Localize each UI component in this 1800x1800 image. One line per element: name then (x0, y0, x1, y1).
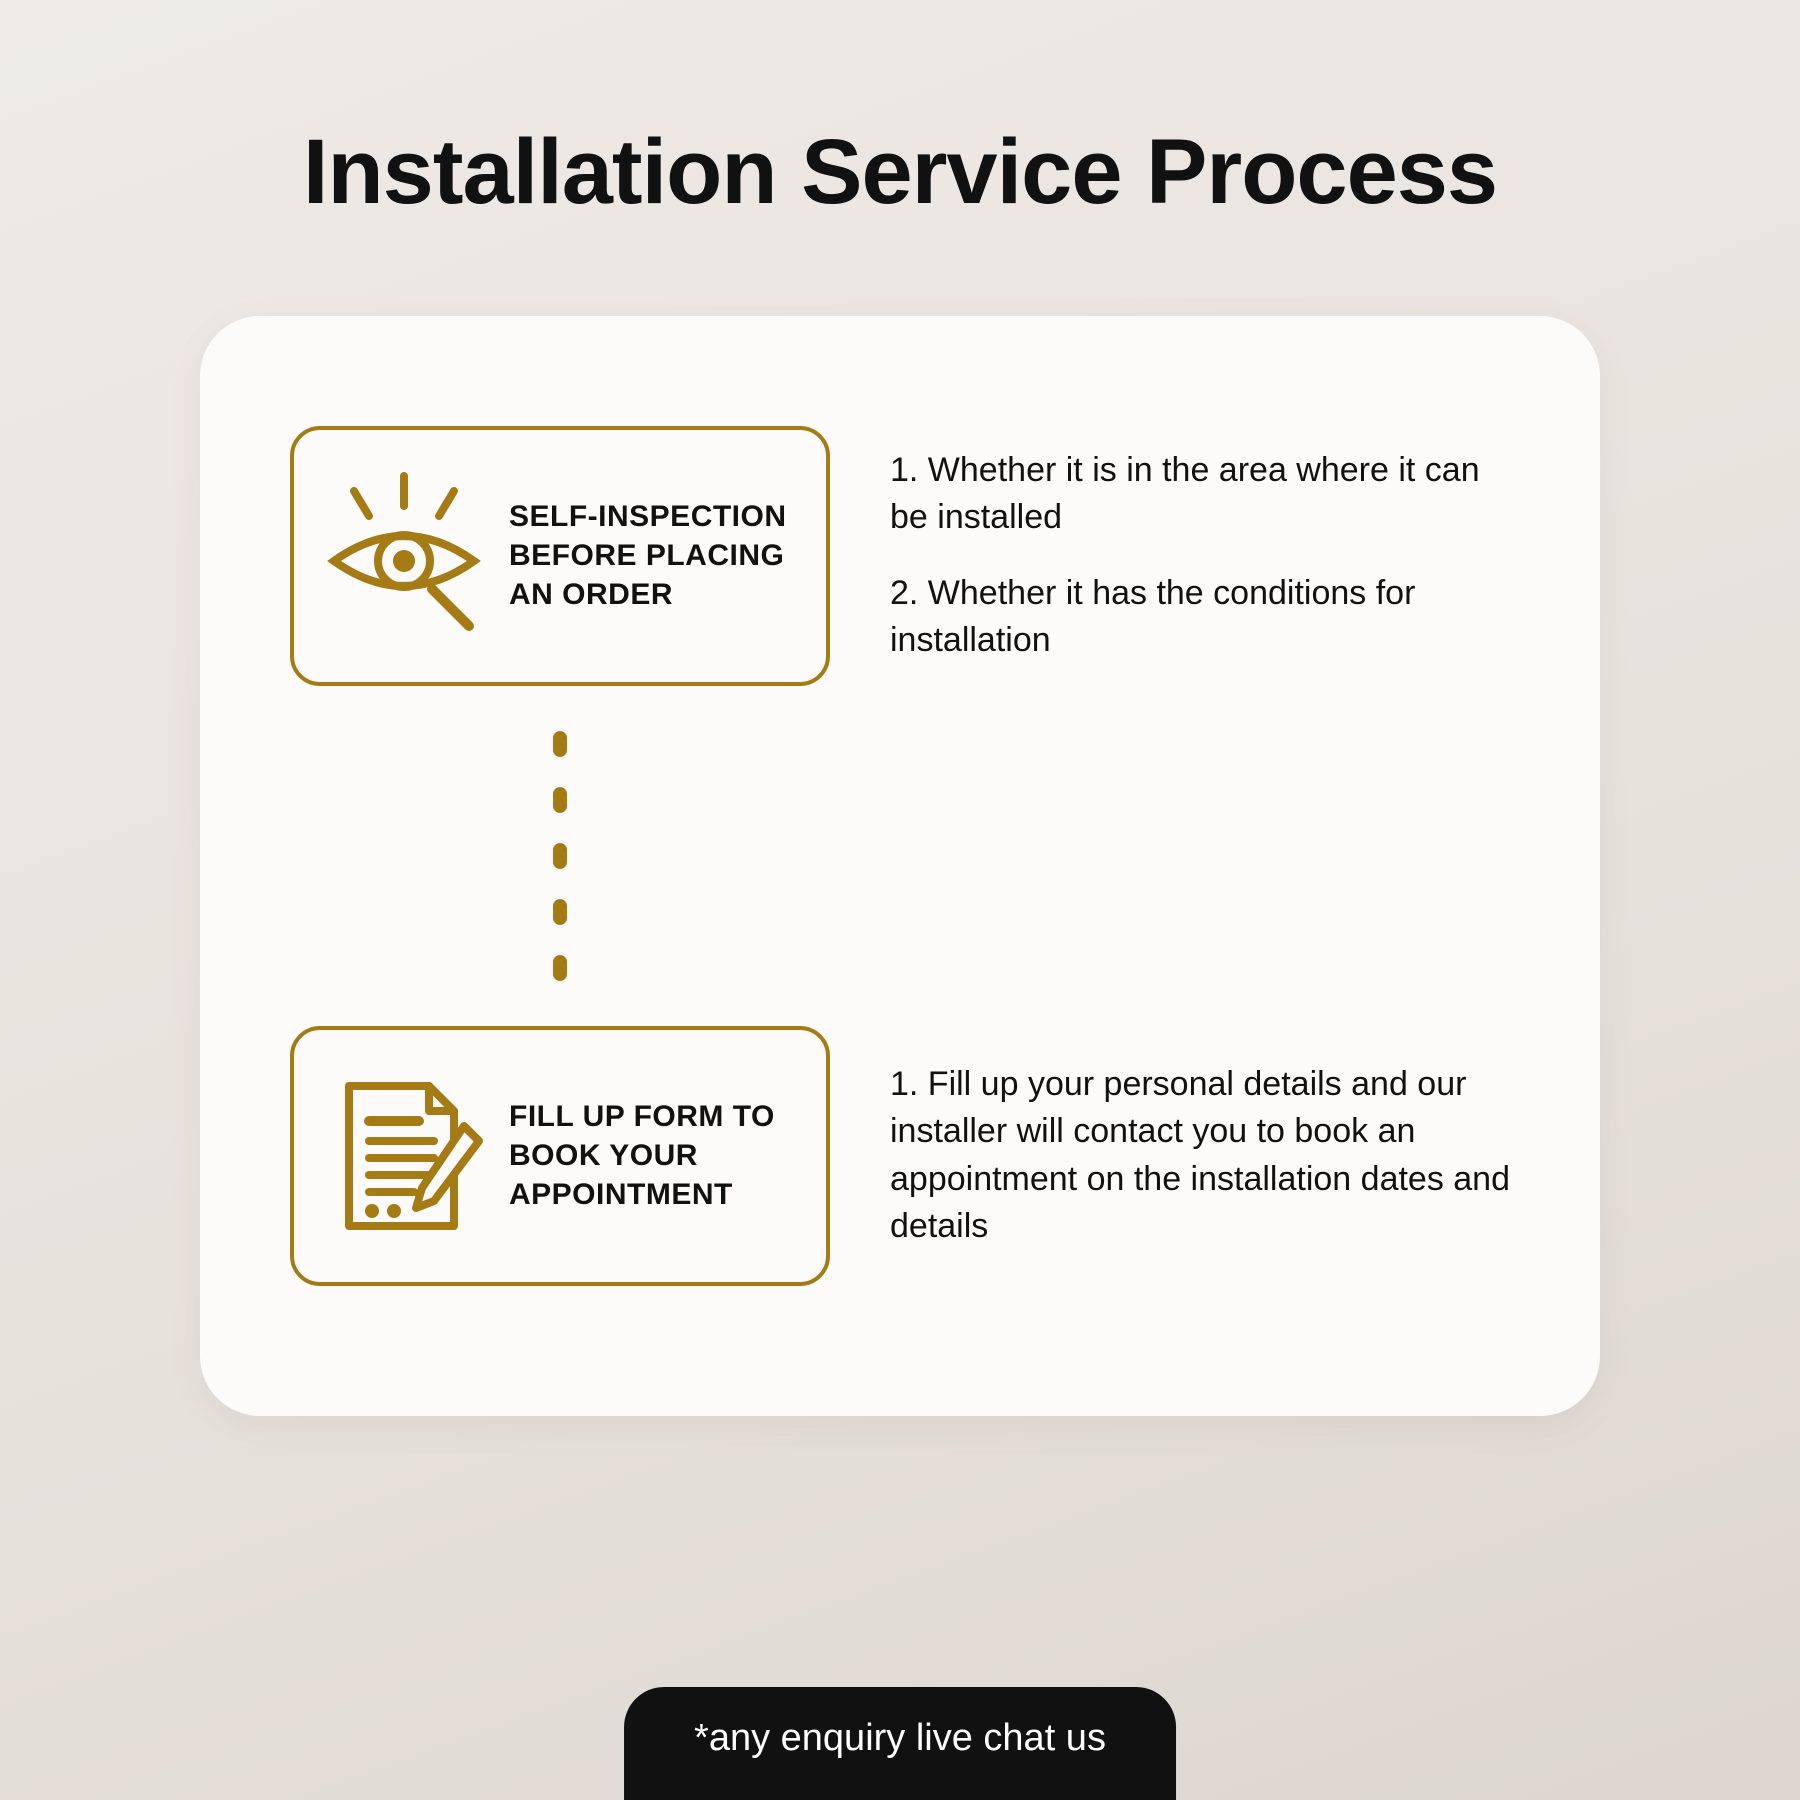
step-2-label: FILL UP FORM TO BOOK YOUR APPOINTMENT (509, 1097, 801, 1214)
page-title: Installation Service Process (0, 0, 1800, 226)
step-1: SELF-INSPECTION BEFORE PLACING AN ORDER … (290, 426, 1510, 686)
connector-dot (553, 731, 567, 757)
step-2: FILL UP FORM TO BOOK YOUR APPOINTMENT 1.… (290, 1026, 1510, 1286)
step-2-desc: 1. Fill up your personal details and our… (890, 1061, 1510, 1251)
connector-dot (553, 899, 567, 925)
step-1-box: SELF-INSPECTION BEFORE PLACING AN ORDER (290, 426, 830, 686)
step-2-box: FILL UP FORM TO BOOK YOUR APPOINTMENT (290, 1026, 830, 1286)
step-1-point-2: 2. Whether it has the conditions for ins… (890, 570, 1510, 665)
connector-dot (553, 787, 567, 813)
step-1-desc: 1. Whether it is in the area where it ca… (890, 447, 1510, 665)
process-card: SELF-INSPECTION BEFORE PLACING AN ORDER … (200, 316, 1600, 1416)
step-connector (550, 731, 570, 981)
connector-dot (553, 843, 567, 869)
step-1-label: SELF-INSPECTION BEFORE PLACING AN ORDER (509, 497, 801, 614)
eye-inspect-icon (314, 466, 494, 646)
form-fill-icon (314, 1066, 494, 1246)
step-2-point-1: 1. Fill up your personal details and our… (890, 1061, 1510, 1251)
step-1-point-1: 1. Whether it is in the area where it ca… (890, 447, 1510, 542)
footer-enquiry: *any enquiry live chat us (624, 1687, 1176, 1800)
connector-dot (553, 955, 567, 981)
